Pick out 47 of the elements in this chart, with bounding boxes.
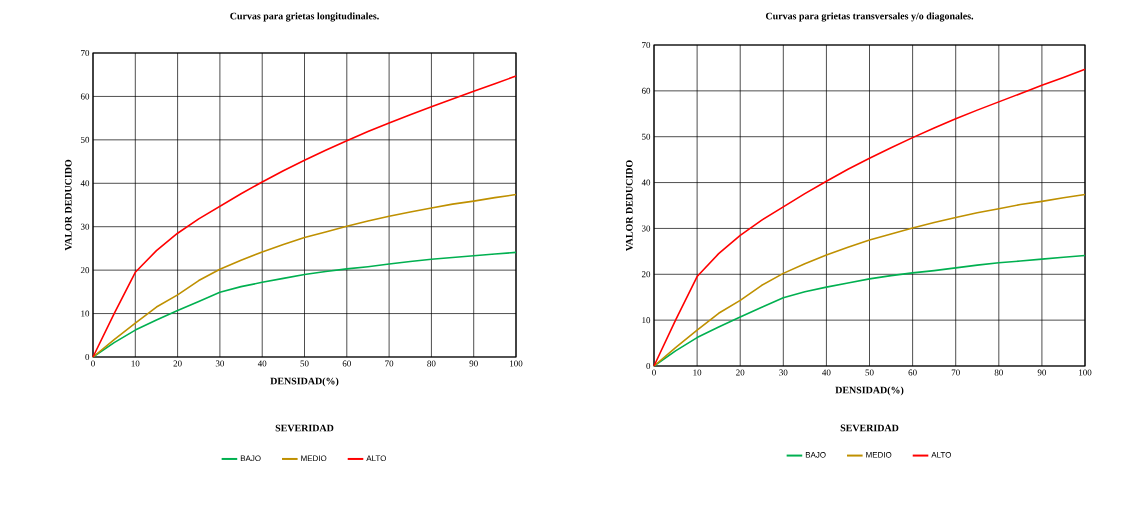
y-tick-label: 10	[642, 317, 651, 324]
y-tick-label: 70	[81, 49, 90, 57]
y-tick-label: 60	[641, 87, 651, 94]
y-tick-label: 70	[642, 41, 651, 49]
y-tick-label: 50	[642, 133, 651, 140]
y-tick-label: 40	[641, 179, 651, 186]
y-tick-label: 20	[641, 271, 651, 278]
x-tick-label: 50	[865, 369, 874, 376]
x-tick-label: 80	[994, 369, 1003, 376]
chart-title: Curvas para grietas transversales y/o diagonales.	[765, 12, 974, 22]
x-tick-label: 0	[91, 360, 95, 367]
y-tick-label: 30	[641, 225, 651, 232]
line-series	[92, 193, 517, 358]
y-tick-label: 20	[80, 267, 90, 274]
legend-title: SEVERIDAD	[840, 424, 899, 432]
x-tick-label: 70	[951, 369, 960, 376]
chart-title: Curvas para grietas longitudinales.	[230, 12, 379, 22]
x-tick-label: 100	[1079, 369, 1092, 376]
x-tick-label: 40	[822, 369, 831, 376]
x-tick-label: 70	[385, 360, 394, 367]
x-tick-label: 10	[131, 360, 140, 367]
x-axis-title: DENSIDAD(%)	[270, 377, 339, 387]
y-axis-title: VALOR DEDUCIDO	[64, 159, 72, 251]
y-tick-label: 30	[80, 223, 90, 230]
x-tick-label: 40	[257, 360, 267, 367]
x-tick-label: 60	[342, 360, 351, 367]
x-tick-label: 10	[693, 369, 702, 376]
x-tick-label: 80	[427, 360, 436, 367]
x-tick-label: 50	[300, 360, 309, 367]
y-tick-label: 10	[81, 310, 90, 317]
x-tick-label: 30	[215, 360, 225, 367]
y-tick-label: 0	[85, 353, 90, 361]
y-tick-label: 40	[80, 180, 90, 187]
x-tick-label: 30	[779, 369, 788, 376]
x-axis-title: DENSIDAD(%)	[835, 386, 904, 396]
x-tick-label: 20	[173, 360, 182, 367]
line-series	[653, 193, 1086, 367]
x-tick-label: 100	[510, 360, 523, 367]
x-tick-label: 90	[469, 360, 478, 367]
x-tick-label: 90	[1037, 369, 1047, 376]
x-tick-label: 0	[652, 369, 656, 376]
x-tick-label: 60	[908, 369, 917, 376]
legend-title: SEVERIDAD	[275, 424, 334, 432]
x-tick-label: 20	[736, 369, 745, 376]
y-tick-label: 60	[80, 93, 90, 100]
y-tick-label: 50	[81, 136, 90, 143]
y-axis-title: VALOR DEDUCIDO	[625, 160, 633, 252]
